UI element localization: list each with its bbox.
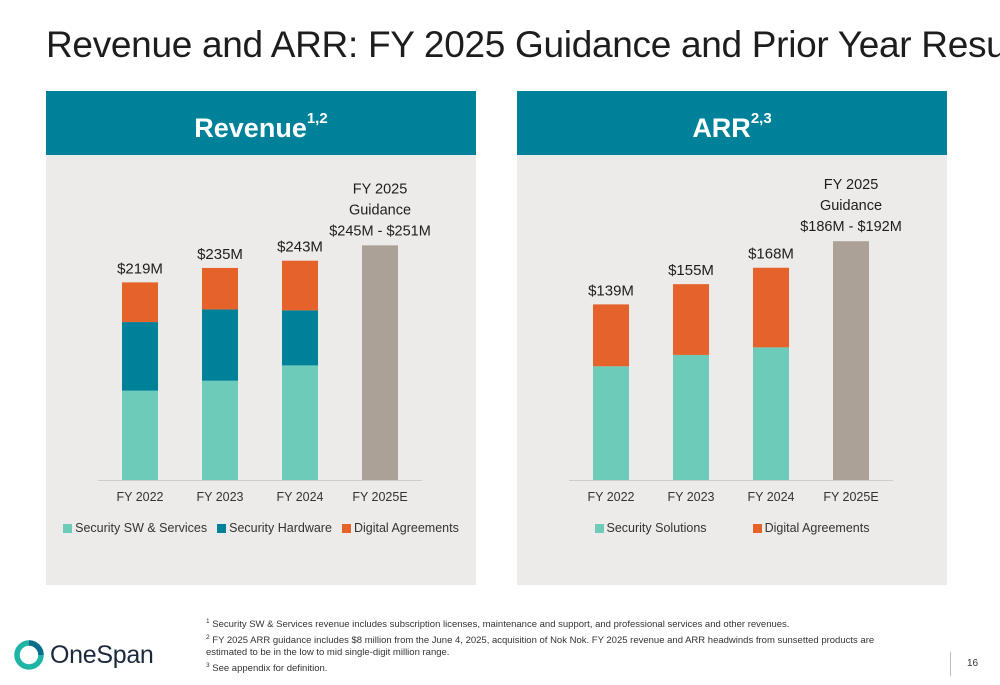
bar-digital-agreements-fy-2023 — [202, 267, 238, 310]
total-label-fy-2024: $243M — [277, 239, 323, 256]
bar-security-sw-services-fy-2022 — [122, 390, 158, 480]
guidance-label-line: FY 2025 — [353, 181, 408, 197]
legend-item-security-solutions: Security Solutions — [594, 521, 707, 535]
legend-swatch — [63, 523, 73, 533]
guidance-label-line: Guidance — [820, 198, 882, 214]
legend-label: Security Hardware — [229, 521, 332, 535]
arr-title: ARR — [692, 113, 751, 143]
arr-header: ARR2,3 — [517, 91, 947, 155]
guidance-label-line: $186M - $192M — [800, 219, 902, 235]
total-label-fy-2023: $155M — [668, 262, 714, 279]
bar-digital-agreements-fy-2022 — [593, 304, 629, 367]
page-number: 16 — [967, 658, 979, 669]
legend-label: Digital Agreements — [353, 521, 459, 535]
revenue-header: Revenue1,2 — [46, 91, 476, 155]
legend-label: Security Solutions — [606, 521, 707, 535]
x-tick-label: FY 2022 — [116, 490, 163, 504]
legend-item-digital-agreements: Digital Agreements — [341, 521, 459, 535]
footnote-1: 1 Security SW & Services revenue include… — [206, 618, 790, 631]
total-label-fy-2023: $235M — [197, 246, 243, 263]
arr-title-footnote-marks: 2,3 — [750, 110, 772, 127]
bar-security-solutions-fy-2023 — [673, 354, 709, 480]
bar-security-hardware-fy-2024 — [282, 310, 318, 366]
legend-item-security-sw-services: Security SW & Services — [63, 521, 207, 535]
bar-security-solutions-fy-2022 — [593, 366, 629, 480]
arr-chart: $139M FY 2022 $155M FY 2023 $168M FY 2024 FY 2… — [569, 177, 902, 504]
bar-guidance-fy-2025e — [362, 245, 398, 480]
bar-security-sw-services-fy-2024 — [282, 365, 318, 480]
legend-swatch — [341, 523, 351, 533]
legend-label: Digital Agreements — [764, 521, 870, 535]
guidance-label-line: $245M - $251M — [329, 223, 431, 239]
legend-swatch — [752, 523, 762, 533]
x-tick-label: FY 2025E — [352, 490, 407, 504]
legend-item-digital-agreements: Digital Agreements — [752, 521, 870, 535]
onespan-logo-text: OneSpan — [50, 640, 154, 669]
legend-label: Security SW & Services — [75, 521, 208, 535]
x-tick-label: FY 2024 — [276, 490, 323, 504]
bar-digital-agreements-fy-2024 — [282, 260, 318, 311]
total-label-fy-2024: $168M — [748, 246, 794, 263]
revenue-title-footnote-marks: 1,2 — [306, 110, 328, 127]
footer-divider — [950, 652, 951, 676]
guidance-label-line: Guidance — [349, 202, 411, 218]
revenue-legend: Security SW & Services Security Hardware D… — [46, 521, 476, 535]
total-label-fy-2022: $219M — [117, 260, 163, 277]
legend-swatch — [594, 523, 604, 533]
bar-security-solutions-fy-2024 — [753, 347, 789, 480]
footnote-3: 3 See appendix for definition. — [206, 661, 328, 674]
arr-panel: ARR2,3 $139M FY 2022 $155M FY 2023 $168M FY 2… — [517, 91, 947, 585]
footnotes: 1 Security SW & Services revenue include… — [206, 616, 896, 675]
guidance-label-line: FY 2025 — [824, 177, 879, 193]
bar-digital-agreements-fy-2022 — [122, 282, 158, 323]
legend-swatch — [217, 523, 227, 533]
total-label-fy-2022: $139M — [588, 282, 634, 299]
onespan-logo: OneSpan — [14, 640, 154, 670]
arr-legend: Security Solutions Digital Agreements — [517, 521, 947, 535]
revenue-chart: $219M FY 2022 $235M FY 2023 $243M FY 2024 FY 2… — [98, 181, 431, 504]
x-tick-label: FY 2023 — [667, 490, 714, 504]
x-tick-label: FY 2024 — [747, 490, 794, 504]
x-tick-label: FY 2022 — [587, 490, 634, 504]
bar-security-hardware-fy-2023 — [202, 309, 238, 381]
bar-security-hardware-fy-2022 — [122, 322, 158, 391]
page-title: Revenue and ARR: FY 2025 Guidance and Pr… — [46, 24, 1000, 65]
bar-digital-agreements-fy-2023 — [673, 284, 709, 355]
revenue-title: Revenue — [194, 113, 307, 143]
bar-guidance-fy-2025e — [833, 241, 869, 480]
x-tick-label: FY 2025E — [823, 490, 878, 504]
bar-digital-agreements-fy-2024 — [753, 267, 789, 348]
revenue-panel: Revenue1,2 $219M FY 2022 $235M FY 2023 $243M… — [46, 91, 476, 585]
footnote-2: 2 FY 2025 ARR guidance includes $8 milli… — [206, 633, 875, 659]
legend-item-security-hardware: Security Hardware — [217, 521, 332, 535]
x-tick-label: FY 2023 — [196, 490, 243, 504]
bar-security-sw-services-fy-2023 — [202, 380, 238, 480]
onespan-logo-icon — [14, 640, 44, 670]
